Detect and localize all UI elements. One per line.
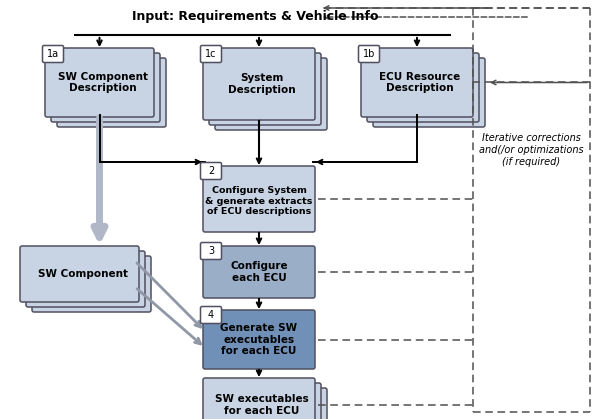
Text: Configure System
& generate extracts
of ECU descriptions: Configure System & generate extracts of … [205,186,313,216]
FancyBboxPatch shape [201,46,221,62]
Text: 1b: 1b [363,49,375,59]
FancyBboxPatch shape [361,48,473,117]
Text: ECU Resource
Description: ECU Resource Description [379,72,461,93]
Text: 1a: 1a [47,49,59,59]
FancyBboxPatch shape [20,246,139,302]
Text: SW Component: SW Component [38,269,128,279]
Text: System
Description: System Description [228,73,296,95]
FancyBboxPatch shape [209,53,321,125]
FancyBboxPatch shape [201,243,221,259]
FancyBboxPatch shape [201,307,221,323]
FancyBboxPatch shape [209,383,321,419]
FancyBboxPatch shape [42,46,63,62]
FancyBboxPatch shape [373,58,485,127]
Text: 3: 3 [208,246,214,256]
FancyBboxPatch shape [51,53,160,122]
FancyBboxPatch shape [201,163,221,179]
Text: Generate SW
executables
for each ECU: Generate SW executables for each ECU [220,323,297,356]
Text: SW executables
for each ECU: SW executables for each ECU [215,394,309,416]
FancyBboxPatch shape [203,310,315,369]
Text: Iterative corrections
and(/or optimizations
(if required): Iterative corrections and(/or optimizati… [479,133,584,167]
FancyBboxPatch shape [203,378,315,419]
FancyBboxPatch shape [367,53,479,122]
Text: 2: 2 [208,166,214,176]
FancyBboxPatch shape [32,256,151,312]
FancyBboxPatch shape [45,48,154,117]
Text: 1c: 1c [205,49,217,59]
FancyBboxPatch shape [26,251,145,307]
Text: 4: 4 [208,310,214,320]
FancyBboxPatch shape [203,48,315,120]
FancyBboxPatch shape [57,58,166,127]
FancyBboxPatch shape [203,246,315,298]
FancyBboxPatch shape [203,166,315,232]
Text: Input: Requirements & Vehicle Info: Input: Requirements & Vehicle Info [132,10,378,23]
Text: SW Component
Description: SW Component Description [57,72,147,93]
FancyBboxPatch shape [215,58,327,130]
FancyBboxPatch shape [215,388,327,419]
FancyBboxPatch shape [359,46,380,62]
Text: Configure
each ECU: Configure each ECU [230,261,288,283]
